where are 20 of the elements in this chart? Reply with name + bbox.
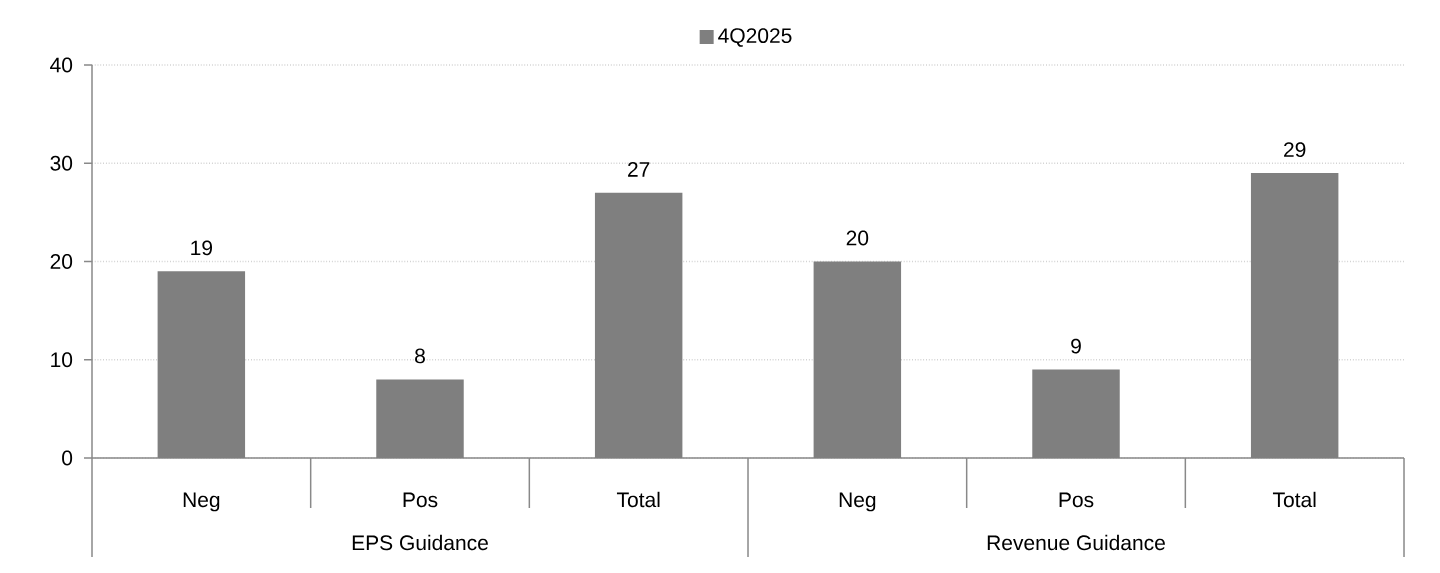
data-label: 29 bbox=[1284, 142, 1306, 158]
y-tick-label: 30 bbox=[50, 155, 73, 171]
data-label: 20 bbox=[846, 230, 869, 246]
text: Revenue Guidance bbox=[987, 534, 1165, 551]
y-tick-label: 20 bbox=[50, 254, 73, 269]
data-label: 8 bbox=[415, 348, 425, 364]
x-tick-label: Pos bbox=[1059, 492, 1094, 508]
x-tick-label: Total bbox=[1272, 491, 1316, 508]
x-tick-label: Neg bbox=[183, 492, 220, 512]
y-tick-label: 10 bbox=[51, 352, 73, 368]
data-label: 19 bbox=[191, 240, 213, 256]
data-label: 27 bbox=[628, 162, 650, 177]
data-label: 9 bbox=[1071, 338, 1081, 354]
x-tick-label: Neg bbox=[839, 492, 876, 512]
x-tick-label: Pos bbox=[403, 492, 438, 508]
legend-label: 4Q2025 bbox=[718, 28, 792, 47]
text: EPS Guidance bbox=[352, 534, 488, 551]
x-tick-label: Total bbox=[616, 491, 660, 508]
y-tick-label: 40 bbox=[50, 57, 73, 73]
y-tick-label: 0 bbox=[62, 450, 73, 466]
